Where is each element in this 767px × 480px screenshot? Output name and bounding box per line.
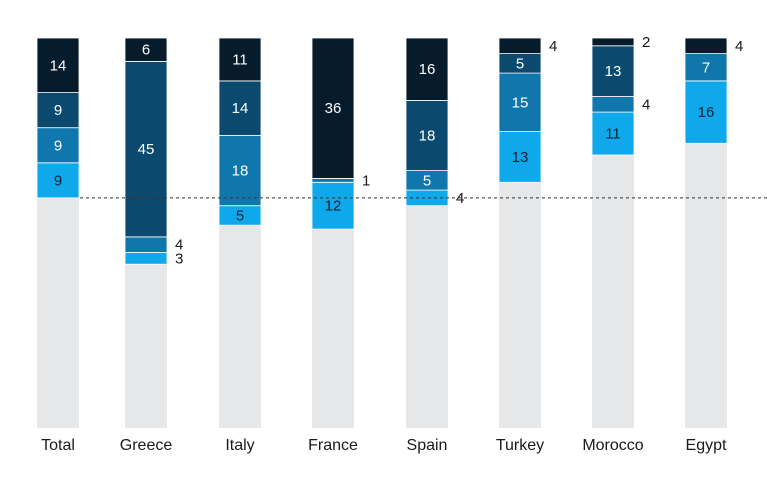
- data-label-turkey-3: 5: [516, 55, 524, 72]
- data-label-egypt-4: 4: [735, 38, 743, 55]
- data-label-turkey-2: 15: [512, 94, 529, 111]
- bar-segment-greece-3: [124, 61, 168, 238]
- category-label-egypt: Egypt: [686, 437, 727, 454]
- bar-remainder-greece: [125, 264, 167, 428]
- bar-segment-france-2: [311, 177, 355, 183]
- category-label-turkey: Turkey: [496, 437, 544, 454]
- bar-segment-greece-1: [124, 252, 168, 265]
- data-label-greece-3: 45: [138, 141, 155, 158]
- data-label-france-1: 12: [325, 198, 342, 215]
- bar-segment-france-4: [311, 37, 355, 179]
- bar-segment-morocco-4: [591, 37, 635, 47]
- data-label-morocco-1: 11: [605, 126, 621, 143]
- bar-remainder-italy: [219, 225, 261, 428]
- bar-remainder-france: [312, 229, 354, 428]
- bar-segment-italy-3: [218, 80, 262, 136]
- bar-segment-spain-3: [405, 100, 449, 171]
- data-label-italy-4: 11: [232, 51, 248, 68]
- data-label-italy-2: 18: [232, 163, 249, 180]
- data-label-italy-3: 14: [232, 100, 249, 117]
- bar-segment-morocco-3: [591, 45, 635, 97]
- bar-segment-spain-4: [405, 37, 449, 101]
- bar-segment-greece-2: [124, 236, 168, 253]
- bar-segment-turkey-2: [498, 72, 542, 132]
- category-label-italy: Italy: [225, 437, 254, 454]
- bar-segment-italy-4: [218, 37, 262, 82]
- bar-segment-total-1: [36, 162, 80, 199]
- data-label-spain-3: 18: [419, 128, 436, 145]
- bar-segment-france-1: [311, 181, 355, 230]
- category-label-spain: Spain: [407, 437, 448, 454]
- bar-segment-egypt-4: [684, 37, 728, 55]
- data-label-total-2: 9: [54, 137, 62, 154]
- data-label-france-2: 1: [362, 172, 370, 189]
- data-label-total-1: 9: [54, 172, 62, 189]
- bar-segment-egypt-2: [684, 53, 728, 82]
- data-label-greece-4: 6: [142, 42, 150, 59]
- data-label-spain-2: 5: [423, 172, 431, 189]
- bar-remainder-morocco: [592, 155, 634, 428]
- bar-remainder-egypt: [685, 143, 727, 429]
- data-label-morocco-2: 4: [642, 96, 650, 113]
- bar-segment-turkey-1: [498, 131, 542, 183]
- bar-segment-greece-4: [124, 37, 168, 62]
- bar-remainder-total: [37, 197, 79, 428]
- bar-remainder-turkey: [499, 182, 541, 428]
- bar-segment-total-4: [36, 37, 80, 93]
- data-label-spain-1: 4: [456, 190, 464, 207]
- category-label-morocco: Morocco: [582, 437, 643, 454]
- data-label-spain-4: 16: [419, 61, 436, 78]
- bar-segment-italy-2: [218, 135, 262, 207]
- bar-segment-total-2: [36, 127, 80, 164]
- data-label-greece-2: 4: [175, 237, 183, 254]
- bars-layer: [36, 37, 728, 429]
- bar-segment-morocco-2: [591, 96, 635, 113]
- data-label-italy-1: 5: [236, 207, 244, 224]
- data-label-total-3: 9: [54, 102, 62, 119]
- data-label-turkey-1: 13: [512, 149, 529, 166]
- bar-segment-turkey-4: [498, 37, 542, 55]
- data-label-france-4: 36: [325, 100, 342, 117]
- data-label-total-4: 14: [50, 57, 67, 74]
- bar-segment-morocco-1: [591, 111, 635, 156]
- bar-remainder-spain: [406, 205, 448, 428]
- category-label-france: France: [308, 437, 358, 454]
- category-label-greece: Greece: [120, 437, 173, 454]
- data-label-morocco-3: 13: [605, 63, 622, 80]
- bar-segment-egypt-1: [684, 80, 728, 144]
- data-label-egypt-1: 16: [698, 104, 715, 121]
- data-label-egypt-2: 7: [702, 59, 710, 76]
- category-label-total: Total: [41, 437, 75, 454]
- labels-layer: 99914Total34456Greece5181411Italy12136Fr…: [41, 34, 743, 454]
- data-label-turkey-4: 4: [549, 38, 557, 55]
- data-label-morocco-4: 2: [642, 34, 650, 51]
- data-label-greece-1: 3: [175, 250, 183, 267]
